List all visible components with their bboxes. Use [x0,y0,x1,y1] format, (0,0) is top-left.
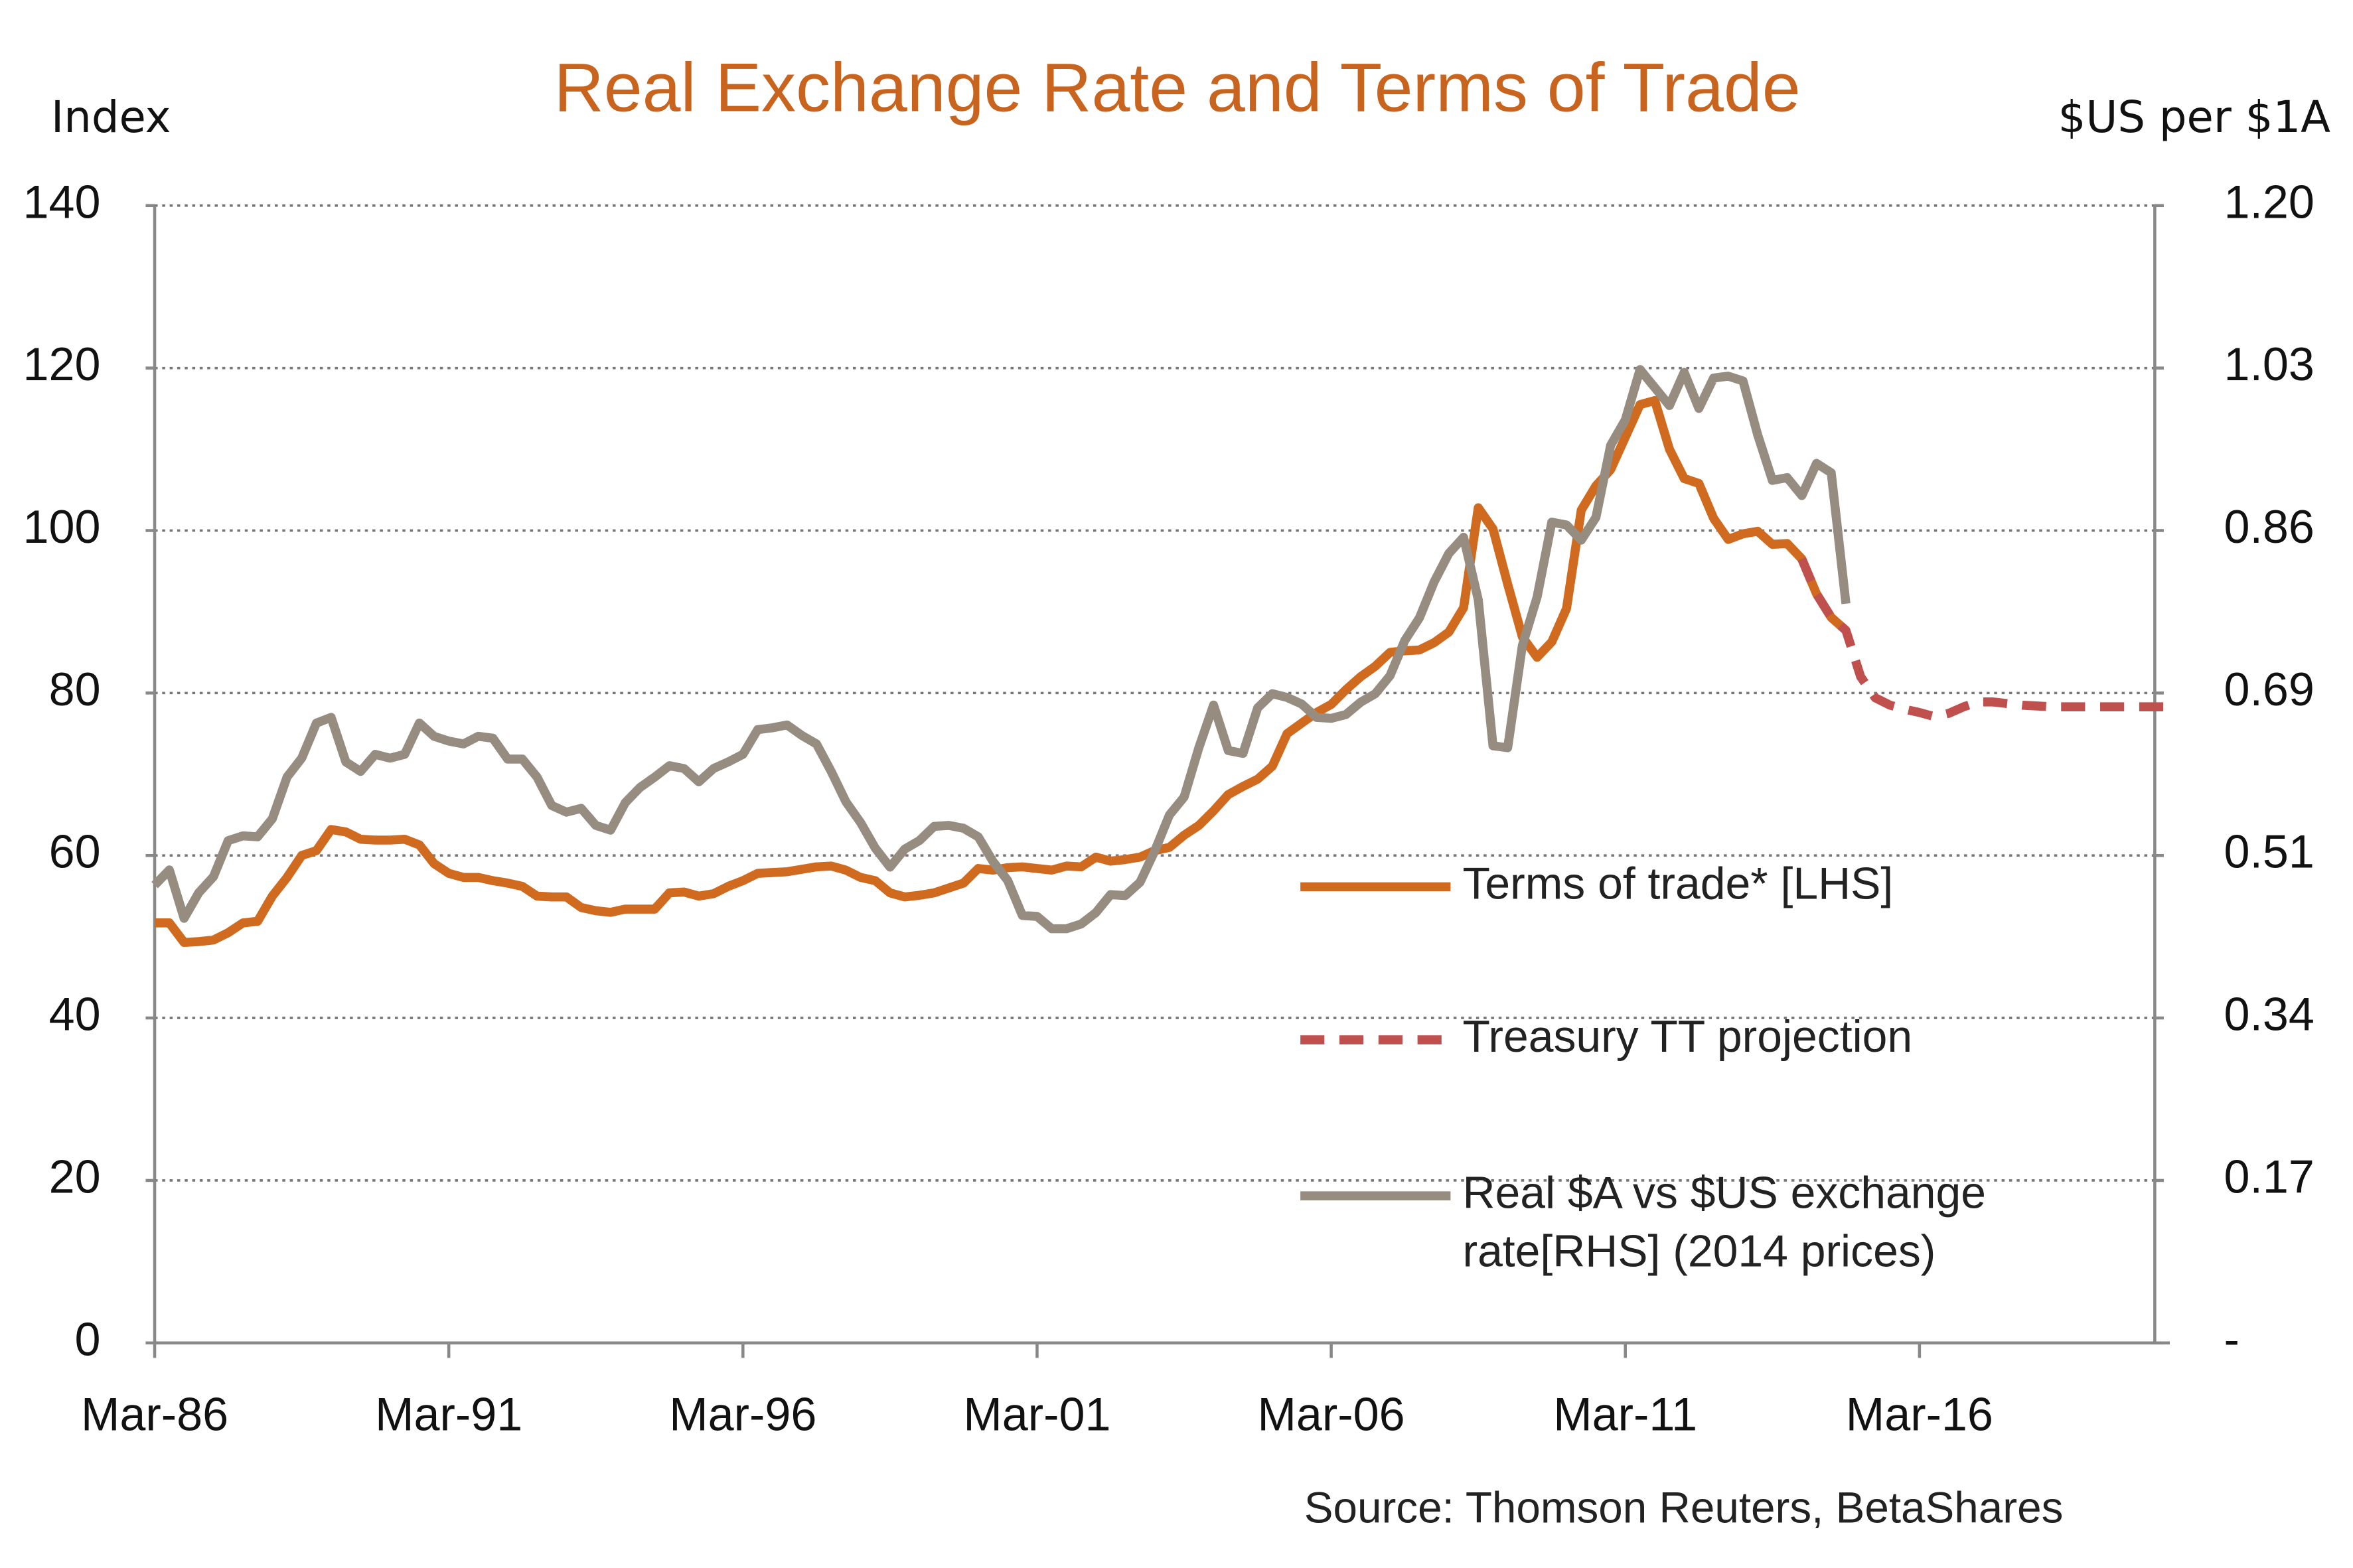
x-tick-label: Mar-01 [963,1388,1110,1440]
x-tick-label: Mar-91 [375,1388,522,1440]
y-tick-label: 120 [23,338,101,390]
series-line [151,365,1851,934]
y2-tick-label: 0.34 [2224,989,2315,1040]
legend-entry: Treasury TT projection [1462,1013,1913,1062]
source-note: Source: Thomson Reuters, BetaShares [1304,1483,2064,1532]
y2-axis-label: $US per $1A [2058,92,2331,143]
legend-entry: Terms of trade* [LHS] [1462,859,1894,910]
y-tick-label: 60 [49,826,101,878]
y2-tick-label: 1.03 [2224,338,2315,390]
y-tick-label: 0 [75,1313,101,1365]
y-tick-label: 20 [49,1151,101,1202]
legend-label: Treasury TT projection [1462,1013,1913,1062]
x-tick-label: Mar-06 [1258,1388,1405,1440]
legend-entry: Real $A vs $US exchange rate[RHS] (2014 … [1462,1169,1986,1277]
y2-tick-label: - [2224,1313,2239,1365]
y2-tick-label: 0.17 [2224,1151,2315,1202]
y-tick-label: 140 [23,176,101,228]
y-tick-label: 40 [49,989,101,1040]
legend-label: Terms of trade* [LHS] [1462,859,1894,910]
x-tick-label: Mar-86 [81,1388,228,1440]
y-tick-label: 100 [23,501,101,553]
x-tick-label: Mar-16 [1846,1388,1993,1440]
x-tick-label: Mar-11 [1553,1388,1697,1440]
series-line [1797,557,2170,721]
x-tick-label: Mar-96 [669,1388,816,1440]
legend-label: Real $A vs $US exchange rate[RHS] (2014 … [1462,1169,1986,1277]
y-axis-label: Index [51,92,171,143]
y-tick-label: 80 [49,664,101,715]
y2-tick-label: 0.86 [2224,501,2315,553]
y2-tick-label: 0.51 [2224,826,2315,878]
y2-tick-label: 1.20 [2224,176,2315,228]
y2-tick-label: 0.69 [2224,664,2315,715]
chart-title: Real Exchange Rate and Terms of Trade [554,50,1801,127]
